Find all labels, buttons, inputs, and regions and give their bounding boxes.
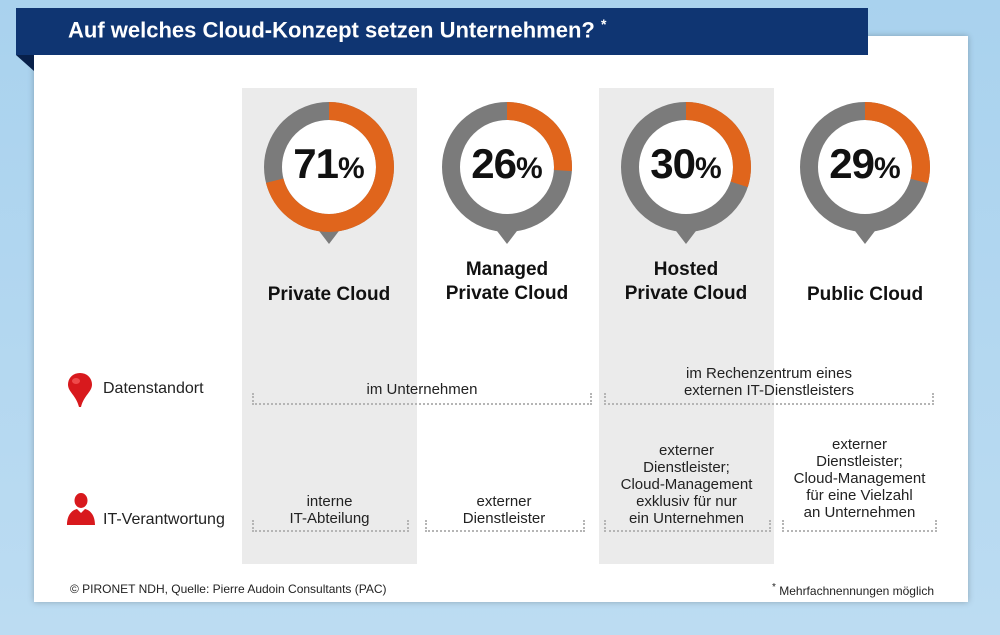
category-label-line: Private Cloud [267, 284, 391, 305]
location-bracket-external [604, 393, 934, 405]
percent-value: 29 [829, 140, 875, 187]
percent-sign: % [695, 152, 722, 185]
title-bar-fold [16, 55, 34, 71]
chart-title-mark: * [600, 16, 607, 32]
category-label-public-cloud: Public Cloud [775, 283, 955, 307]
cell-line: Dienstleister [462, 510, 546, 527]
category-label-line: Public Cloud [806, 284, 924, 305]
chart-title: Auf welches Cloud-Konzept setzen Unterne… [68, 16, 606, 43]
cell-line: Dienstleister; [816, 453, 903, 470]
chart-title-text: Auf welches Cloud-Konzept setzen Unterne… [68, 17, 595, 43]
cell-line: Cloud-Management [793, 470, 926, 487]
footer-note: * Mehrfachnennungen möglich [772, 582, 934, 598]
cell-line: für eine Vielzahl [806, 487, 913, 504]
category-label-private-cloud: Private Cloud [239, 283, 419, 307]
responsibility-bracket-hosted [604, 520, 771, 532]
cell-line: exklusiv für nur [636, 493, 737, 510]
percent-sign: % [338, 152, 365, 185]
responsibility-bracket-public [782, 520, 937, 532]
footer-note-text: Mehrfachnennungen möglich [779, 584, 934, 598]
percent-value: 30 [650, 140, 696, 187]
responsibility-cell-hosted: externer Dienstleister; Cloud-Management… [604, 442, 769, 527]
cell-line: externer [831, 436, 888, 453]
percent-sign: % [874, 152, 901, 185]
cell-line: externen IT-Dienstleisters [683, 382, 855, 399]
row-label-location: Datenstandort [103, 380, 204, 397]
percent-sign: % [516, 152, 543, 185]
category-label-line: Private Cloud [624, 283, 748, 304]
footer-note-mark: * [771, 582, 776, 593]
cell-line: Dienstleister; [643, 459, 730, 476]
map-pin-icon [68, 373, 92, 407]
cell-line: im Rechenzentrum eines [686, 365, 852, 382]
responsibility-bracket-managed [425, 520, 585, 532]
cell-line: im Unternehmen [366, 381, 478, 398]
responsibility-cell-private: interne IT-Abteilung [252, 493, 407, 527]
cell-line: ein Unternehmen [628, 510, 745, 527]
footer-source: © PIRONET NDH, Quelle: Pierre Audoin Con… [70, 582, 387, 596]
cell-line: externer [658, 442, 715, 459]
donut-slice-public-cloud [800, 102, 930, 232]
cell-line: externer [476, 493, 532, 510]
category-label-line: Hosted [653, 259, 719, 280]
category-label-managed-private-cloud: Managed Private Cloud [417, 258, 597, 306]
percent-label-hosted-private-cloud: 30% [616, 140, 756, 188]
cell-line: interne [306, 493, 353, 510]
location-cell-external: im Rechenzentrum eines externen IT-Diens… [604, 365, 934, 399]
percent-label-public-cloud: 29% [795, 140, 935, 188]
row-label-responsibility: IT-Verantwortung [103, 511, 225, 528]
responsibility-bracket-private [252, 520, 409, 532]
cell-line: IT-Abteilung [289, 510, 370, 527]
location-cell-internal: im Unternehmen [252, 381, 592, 398]
title-bar [16, 8, 868, 55]
percent-label-private-cloud: 71% [259, 140, 399, 188]
percent-value: 71 [293, 140, 339, 187]
cell-line: Cloud-Management [620, 476, 753, 493]
category-label-hosted-private-cloud: Hosted Private Cloud [596, 258, 776, 306]
donut-slice-private-cloud [264, 102, 394, 232]
category-label-line: Managed [465, 259, 549, 280]
person-icon [67, 493, 95, 525]
cell-line: an Unternehmen [803, 504, 916, 521]
percent-value: 26 [471, 140, 517, 187]
responsibility-cell-public: externer Dienstleister; Cloud-Management… [782, 436, 937, 521]
location-bracket-internal [252, 393, 592, 405]
donut-slice-hosted-private-cloud [621, 102, 751, 232]
donut-slice-managed-private-cloud [442, 102, 572, 232]
responsibility-cell-managed: externer Dienstleister [425, 493, 583, 527]
category-label-line: Private Cloud [445, 283, 569, 304]
percent-label-managed-private-cloud: 26% [437, 140, 577, 188]
